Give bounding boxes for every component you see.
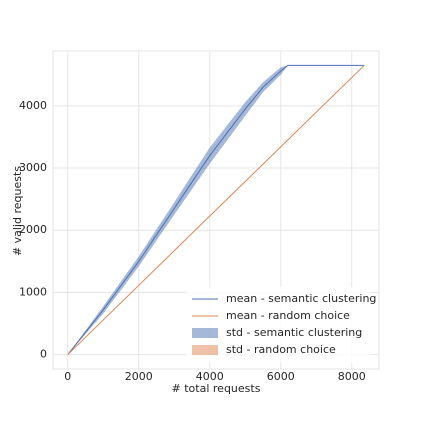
x-tick-label: 4000	[196, 370, 224, 383]
legend-label: mean - random choice	[226, 309, 350, 322]
legend-label: std - random choice	[226, 343, 336, 356]
legend-label: std - semantic clustering	[226, 326, 362, 339]
legend-patch	[192, 328, 218, 338]
legend: mean - semantic clustering mean - random …	[186, 287, 376, 363]
x-tick-label: 8000	[338, 370, 366, 383]
x-tick-label: 6000	[267, 370, 295, 383]
x-tick-label: 0	[64, 370, 71, 383]
y-tick-label: 1000	[19, 285, 47, 298]
y-tick-label: 2000	[19, 223, 47, 236]
x-tick-label: 2000	[125, 370, 153, 383]
y-axis-label: # valid requests	[11, 166, 24, 256]
x-axis-label: # total requests	[172, 382, 261, 395]
legend-patch	[192, 345, 218, 355]
mean-line	[67, 65, 365, 355]
y-tick-label: 0	[40, 348, 47, 361]
y-tick-label: 4000	[19, 99, 47, 112]
y-tick-label: 3000	[19, 161, 47, 174]
legend-label: mean - semantic clustering	[226, 292, 376, 305]
mean-line	[67, 64, 365, 355]
